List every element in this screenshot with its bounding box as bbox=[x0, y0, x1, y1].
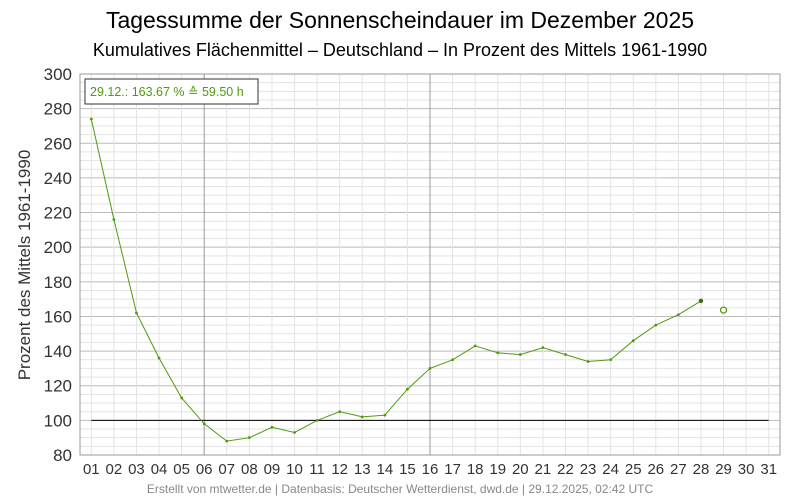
annotation-frame bbox=[84, 78, 259, 105]
plot-frame bbox=[79, 73, 781, 456]
data-point bbox=[451, 358, 454, 362]
data-point bbox=[518, 353, 522, 356]
data-point bbox=[112, 218, 116, 221]
annotation-text: 29.12.: 163.67 % ≙ 59.50 h bbox=[90, 85, 244, 99]
data-point bbox=[180, 396, 184, 400]
data-point bbox=[157, 356, 161, 360]
plot-area: 80 100 120 140 160 180 200 220 240 260 280 300 01 02 0… bbox=[44, 65, 781, 478]
x-tick-label: 13 bbox=[354, 461, 371, 478]
x-tick-label: 01 bbox=[83, 461, 100, 478]
x-tick-label: 18 bbox=[467, 461, 484, 478]
data-point bbox=[383, 413, 387, 417]
y-tick-label: 80 bbox=[53, 446, 72, 465]
x-tick-label: 22 bbox=[557, 461, 574, 478]
highlight-point bbox=[719, 306, 728, 314]
series-line bbox=[90, 118, 702, 442]
x-tick-label: 06 bbox=[196, 461, 213, 478]
y-tick-label: 260 bbox=[44, 134, 72, 153]
y-tick-label: 300 bbox=[44, 65, 72, 84]
y-tick-label: 160 bbox=[44, 307, 72, 326]
x-tick-label: 16 bbox=[422, 461, 439, 478]
data-point bbox=[406, 387, 409, 391]
data-point bbox=[541, 346, 545, 350]
x-tick-label: 26 bbox=[647, 461, 664, 478]
x-tick-label: 04 bbox=[151, 461, 168, 478]
footer-credits: Erstellt von mtwetter.de | Datenbasis: D… bbox=[147, 482, 654, 496]
y-tick-label: 240 bbox=[44, 169, 72, 188]
x-tick-label: 31 bbox=[760, 461, 777, 478]
x-tick-label: 12 bbox=[331, 461, 348, 478]
data-point bbox=[586, 360, 590, 363]
x-tick-label: 17 bbox=[444, 461, 461, 478]
x-tick-label: 10 bbox=[286, 461, 303, 478]
data-point bbox=[654, 323, 658, 327]
x-tick-label: 21 bbox=[535, 461, 552, 478]
x-tick-label: 15 bbox=[399, 461, 416, 478]
y-tick-label: 220 bbox=[44, 204, 72, 223]
x-tick-label: 27 bbox=[670, 461, 687, 478]
x-tick-label: 14 bbox=[376, 461, 393, 478]
x-tick-label: 11 bbox=[309, 461, 325, 478]
data-point bbox=[473, 344, 477, 348]
data-point bbox=[202, 422, 206, 426]
data-point bbox=[360, 415, 364, 419]
x-tick-label: 30 bbox=[738, 461, 755, 478]
x-tick-label: 05 bbox=[173, 461, 190, 478]
x-tick-label: 02 bbox=[106, 461, 123, 478]
data-point bbox=[89, 117, 93, 121]
data-point bbox=[315, 418, 319, 422]
y-tick-label: 200 bbox=[44, 238, 72, 257]
x-tick-label: 07 bbox=[218, 461, 235, 478]
x-tick-label: 24 bbox=[602, 461, 619, 478]
y-tick-label: 100 bbox=[44, 411, 72, 430]
y-tick-label: 280 bbox=[44, 100, 72, 119]
data-point bbox=[135, 311, 138, 315]
data-point bbox=[698, 298, 704, 304]
data-point bbox=[293, 431, 296, 434]
y-tick-label: 120 bbox=[44, 377, 72, 396]
y-axis-label: Prozent des Mittels 1961-1990 bbox=[15, 150, 34, 381]
chart-subtitle: Kumulatives Flächenmittel – Deutschland … bbox=[93, 40, 707, 60]
data-point bbox=[631, 339, 635, 343]
x-tick-label: 08 bbox=[241, 461, 258, 478]
x-tick-label: 29 bbox=[715, 461, 732, 478]
x-tick-label: 09 bbox=[264, 461, 281, 478]
annotation-box: 29.12.: 163.67 % ≙ 59.50 h bbox=[84, 78, 259, 105]
x-tick-label: 28 bbox=[693, 461, 710, 478]
data-point bbox=[225, 439, 229, 443]
y-tick-label: 140 bbox=[44, 342, 72, 361]
x-tick-label: 23 bbox=[580, 461, 597, 478]
x-tick-label: 19 bbox=[489, 461, 506, 478]
data-point bbox=[270, 425, 274, 429]
data-point bbox=[564, 353, 567, 356]
data-point bbox=[496, 351, 500, 355]
y-tick-label: 180 bbox=[44, 273, 72, 292]
x-tick-label: 20 bbox=[512, 461, 529, 478]
data-point bbox=[676, 313, 680, 317]
data-point bbox=[247, 436, 251, 440]
data-point bbox=[428, 367, 432, 370]
data-point bbox=[609, 358, 613, 362]
data-point bbox=[338, 410, 342, 414]
x-tick-label: 25 bbox=[625, 461, 642, 478]
x-tick-label: 03 bbox=[128, 461, 145, 478]
chart-title: Tagessumme der Sonnenscheindauer im Deze… bbox=[106, 7, 694, 33]
